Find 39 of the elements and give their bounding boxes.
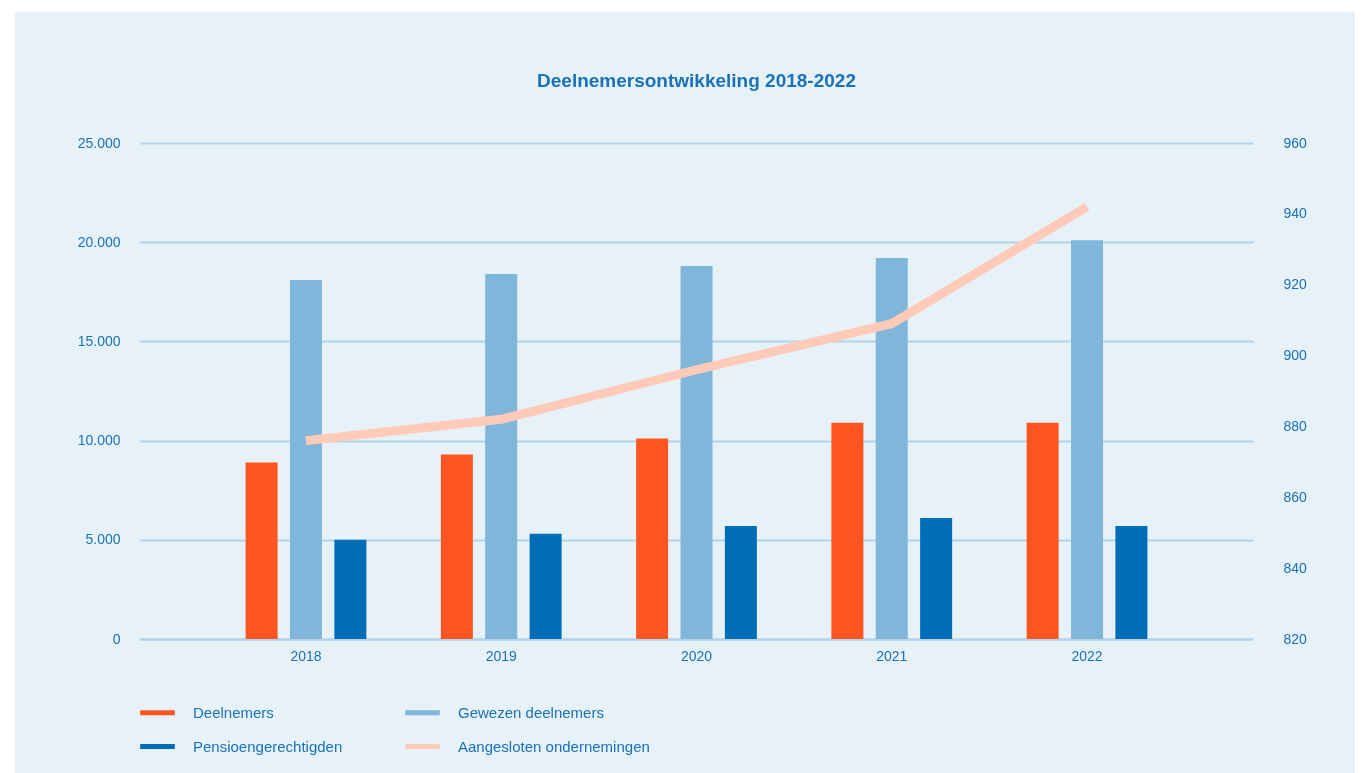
y-tick-label: 0: [112, 630, 121, 647]
x-tick-label: 2019: [485, 647, 518, 664]
y-tick-label: 15.000: [77, 332, 121, 349]
legend-label: Gewezen deelnemers: [458, 703, 604, 721]
y-tick-label: 5.000: [85, 531, 121, 548]
bar: [334, 539, 367, 639]
bar: [875, 258, 908, 639]
y-tick-label: 25.000: [77, 134, 121, 151]
bar: [724, 525, 757, 639]
y2-tick-label: 900: [1283, 347, 1308, 364]
x-tick-label: 2020: [680, 647, 713, 664]
y2-tick-label: 840: [1283, 559, 1308, 576]
bar: [1071, 240, 1104, 639]
legend-label: Aangesloten ondernemingen: [458, 737, 650, 755]
x-tick-label: 2022: [1071, 647, 1103, 664]
y2-tick-label: 880: [1283, 417, 1308, 434]
chart-title: Deelnemersontwikkeling 2018-2022: [537, 70, 856, 91]
bar: [1026, 422, 1059, 639]
bar: [440, 454, 473, 639]
bar: [1115, 525, 1148, 639]
x-tick-label: 2018: [290, 647, 322, 664]
bar: [636, 438, 669, 639]
y2-tick-label: 960: [1283, 134, 1308, 151]
y-tick-label: 10.000: [77, 432, 121, 449]
bar: [680, 266, 713, 639]
bar: [920, 517, 953, 639]
bar: [529, 533, 562, 639]
bar: [485, 273, 518, 639]
x-tick-label: 2021: [876, 647, 908, 664]
bar: [245, 462, 278, 639]
bar: [289, 279, 322, 639]
y2-tick-label: 940: [1283, 205, 1308, 222]
bar: [831, 422, 864, 639]
legend-label: Pensioengerechtigden: [193, 737, 343, 755]
y2-tick-label: 920: [1283, 276, 1308, 293]
legend-label: Deelnemers: [193, 703, 274, 721]
y2-tick-label: 820: [1283, 630, 1308, 647]
y2-tick-label: 860: [1283, 488, 1308, 505]
y-tick-label: 20.000: [77, 233, 121, 250]
